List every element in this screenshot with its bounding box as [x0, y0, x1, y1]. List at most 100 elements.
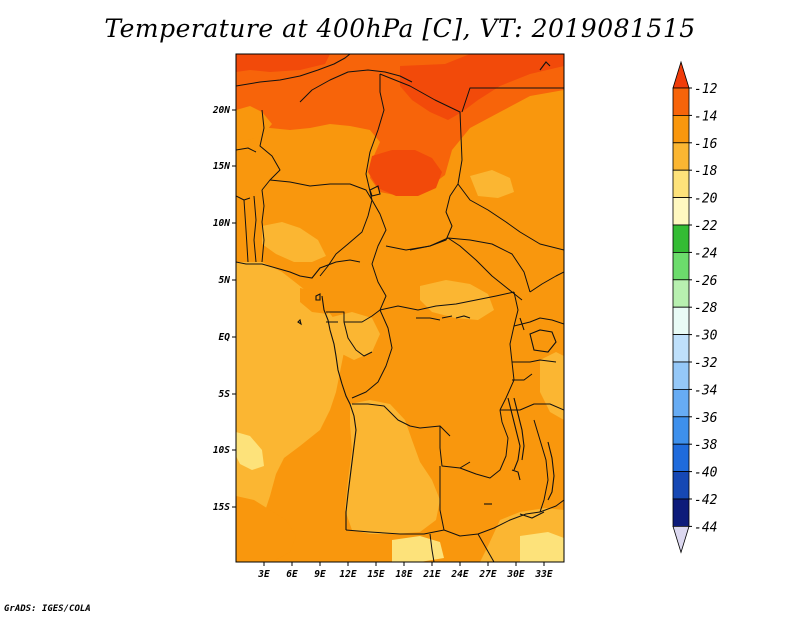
- colorbar-segment: [672, 142, 690, 171]
- lat-label-10n: 10N: [213, 218, 230, 229]
- border-algeria: [236, 54, 351, 87]
- colorbar: -12 -14 -16 -18 -20 -22 -24 -26 -28 -30 -32 -34 -36 -…: [672, 60, 718, 554]
- border-ethiopia: [529, 271, 564, 293]
- field-chad-minus13: [368, 150, 442, 196]
- border-nigeria-benin: [261, 189, 265, 263]
- chart-title: Temperature at 400hPa [C], VT: 201908151…: [104, 14, 696, 43]
- border-kenya-uganda: [513, 317, 564, 327]
- colorbar-segment: [672, 443, 690, 473]
- colorbar-label: -16: [694, 137, 718, 152]
- border-cameroon-chad: [371, 199, 387, 311]
- border-lake-mweru: [511, 469, 521, 481]
- field-angola-minus18: [345, 400, 440, 534]
- border-lake-tanganyika-2: [513, 397, 525, 461]
- border-drc-zambia: [459, 409, 509, 479]
- border-zambezi: [519, 511, 545, 519]
- border-car-north: [385, 237, 523, 301]
- border-lake-chad: [369, 185, 381, 197]
- border-congo-river-3: [455, 315, 471, 319]
- border-drc-angola-east: [439, 426, 471, 469]
- lon-label-15e: 15E: [367, 569, 384, 580]
- colorbar-label: -26: [694, 274, 718, 289]
- border-sudan-ethiopia: [457, 183, 564, 251]
- border-lake-albert: [519, 317, 525, 331]
- field-sw-minus18: [236, 262, 344, 546]
- colorbar-top-triangle: [672, 60, 690, 89]
- longitude-axis: 3E 6E 9E 12E 15E 18E 21E 24E 27E 30E 33E: [257, 562, 553, 580]
- colorbar-segment: [672, 361, 690, 390]
- colorbar-segment: [672, 251, 690, 281]
- border-gabon: [326, 309, 381, 323]
- colorbar-segment: [672, 498, 690, 527]
- latitude-axis: 20N 15N 10N 5N EQ 5S 10S 15S: [212, 105, 236, 513]
- border-island-bioko: [315, 293, 321, 301]
- colorbar-segment: [672, 334, 690, 363]
- colorbar-segment: [672, 471, 690, 500]
- lon-label-21e: 21E: [422, 569, 440, 580]
- lon-label-12e: 12E: [339, 569, 356, 580]
- colorbar-segment: [672, 224, 690, 253]
- border-egypt-sudan: [461, 87, 564, 113]
- lon-label-24e: 24E: [450, 569, 468, 580]
- border-lake-victoria: [529, 329, 557, 353]
- colorbar-label: -24: [694, 246, 717, 261]
- colorbar-label: -34: [694, 383, 717, 398]
- lon-label-9e: 9E: [314, 569, 326, 580]
- lon-label-6e: 6E: [286, 569, 298, 580]
- colorbar-label: -32: [694, 356, 718, 371]
- lat-label-5n: 5N: [219, 275, 231, 286]
- colorbar-label: -12: [694, 82, 718, 97]
- colorbar-label: -30: [694, 329, 718, 344]
- border-uganda-south: [512, 359, 557, 363]
- border-lake-malawi: [547, 441, 555, 501]
- lon-label-18e: 18E: [395, 569, 412, 580]
- border-niger-nigeria: [269, 179, 373, 201]
- border-libya-niger: [299, 69, 413, 103]
- border-car-congo: [379, 291, 515, 311]
- lat-label-10s: 10S: [213, 445, 230, 456]
- border-tanzania: [500, 403, 564, 411]
- field-sudan-minus18: [470, 170, 514, 198]
- border-gabon-congo: [343, 321, 373, 357]
- field-sw-minus16: [236, 496, 296, 562]
- border-coastline-west: [236, 259, 361, 279]
- lat-label-5s: 5S: [219, 389, 231, 400]
- colorbar-label: -38: [694, 438, 718, 453]
- lon-label-33e: 33E: [534, 569, 552, 580]
- border-south-sudan: [447, 237, 531, 293]
- colorbar-segment: [672, 388, 690, 418]
- grads-credit: GrADS: IGES/COLA: [4, 604, 91, 614]
- colorbar-segment: [672, 169, 690, 198]
- map-frame: [235, 53, 565, 563]
- border-namibia-botswana: [429, 533, 435, 562]
- lon-label-27e: 27E: [478, 569, 496, 580]
- border-malawi: [533, 419, 549, 513]
- border-zimbabwe: [477, 533, 495, 562]
- border-angola-namibia: [345, 529, 445, 535]
- colorbar-segment: [672, 279, 690, 308]
- lat-label-15n: 15N: [213, 161, 230, 172]
- colorbar-label: -18: [694, 164, 718, 179]
- field-gabon-minus18: [328, 312, 380, 360]
- colorbar-label: -36: [694, 411, 718, 426]
- border-drc-angola-north: [352, 403, 451, 437]
- field-nigeria-minus18: [262, 222, 326, 262]
- field-sw-minus20: [236, 432, 264, 470]
- colorbar-segment: [672, 306, 690, 336]
- border-island-saotome: [297, 318, 302, 326]
- border-mali-burkina: [236, 147, 257, 153]
- border-chad-libya: [379, 73, 463, 185]
- border-congo-river-1: [416, 317, 441, 321]
- border-niger-chad: [365, 74, 385, 201]
- field-east-minus18: [540, 352, 564, 420]
- field-se-minus20: [520, 532, 564, 562]
- colorbar-label: -42: [694, 493, 718, 508]
- lon-label-3e: 3E: [257, 569, 270, 580]
- lat-label-eq: EQ: [219, 332, 231, 343]
- colorbar-segment: [672, 197, 690, 226]
- field-car-minus18: [420, 280, 494, 320]
- border-congo-drc: [351, 309, 393, 399]
- border-benin: [253, 195, 257, 263]
- border-nigeria-cameroon: [319, 199, 373, 277]
- colorbar-segment: [672, 416, 690, 445]
